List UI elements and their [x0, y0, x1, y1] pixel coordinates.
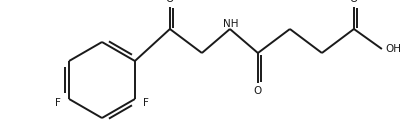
- Text: F: F: [55, 98, 61, 108]
- Text: O: O: [253, 86, 261, 96]
- Text: O: O: [349, 0, 357, 4]
- Text: OH: OH: [384, 44, 400, 54]
- Text: NH: NH: [223, 19, 238, 29]
- Text: F: F: [143, 98, 149, 108]
- Text: O: O: [165, 0, 174, 4]
